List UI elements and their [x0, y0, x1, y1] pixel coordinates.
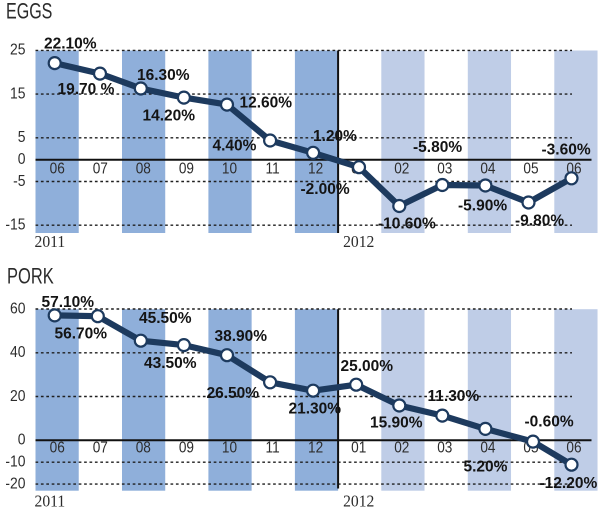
svg-text:14.20%: 14.20%: [143, 108, 196, 125]
svg-text:25: 25: [10, 41, 25, 59]
svg-text:01: 01: [351, 440, 366, 457]
svg-text:-10.60%: -10.60%: [378, 216, 436, 233]
svg-text:16.30%: 16.30%: [137, 67, 190, 84]
svg-text:-5.90%: -5.90%: [458, 198, 507, 215]
svg-text:-10: -10: [5, 453, 25, 471]
svg-text:02: 02: [394, 440, 409, 457]
svg-text:19.70 %: 19.70 %: [58, 81, 115, 98]
svg-text:56.70%: 56.70%: [55, 326, 108, 343]
svg-text:38.90%: 38.90%: [215, 328, 268, 345]
svg-text:43.50%: 43.50%: [144, 355, 197, 372]
svg-text:11: 11: [266, 161, 280, 178]
svg-text:02: 02: [394, 161, 409, 178]
svg-text:15.90%: 15.90%: [370, 415, 423, 432]
svg-text:5: 5: [18, 128, 26, 146]
svg-text:2012: 2012: [343, 231, 374, 251]
svg-text:22.10%: 22.10%: [44, 36, 97, 53]
svg-text:5.20%: 5.20%: [464, 459, 508, 476]
svg-text:26.50%: 26.50%: [207, 385, 260, 402]
svg-text:21.30%: 21.30%: [289, 401, 342, 418]
svg-text:10: 10: [222, 161, 237, 178]
svg-text:0: 0: [18, 431, 26, 449]
svg-text:12.60%: 12.60%: [240, 95, 293, 112]
svg-text:0: 0: [18, 150, 26, 168]
svg-text:45.50%: 45.50%: [139, 310, 192, 327]
svg-text:10: 10: [222, 440, 237, 457]
svg-text:09: 09: [179, 440, 194, 457]
svg-text:20: 20: [10, 387, 25, 405]
svg-text:-0.60%: -0.60%: [525, 414, 574, 431]
svg-text:12: 12: [308, 161, 323, 178]
svg-text:04: 04: [480, 440, 495, 457]
svg-text:-9.80%: -9.80%: [515, 213, 564, 230]
svg-text:PORK: PORK: [7, 264, 54, 289]
svg-text:07: 07: [93, 440, 108, 457]
svg-text:-20: -20: [5, 475, 25, 493]
svg-text:EGGS: EGGS: [6, 0, 52, 24]
svg-text:2011: 2011: [35, 231, 66, 251]
svg-text:60: 60: [10, 299, 25, 317]
svg-text:40: 40: [10, 343, 25, 361]
svg-text:06: 06: [50, 440, 65, 457]
svg-text:-12.20%: -12.20%: [540, 475, 598, 492]
svg-text:-5: -5: [13, 172, 25, 190]
svg-text:08: 08: [136, 161, 151, 178]
svg-text:-3.60%: -3.60%: [542, 141, 591, 158]
svg-text:4.40%: 4.40%: [213, 138, 257, 155]
svg-text:12: 12: [308, 440, 323, 457]
svg-text:-15: -15: [5, 216, 25, 234]
svg-text:1.20%: 1.20%: [313, 128, 357, 145]
svg-text:08: 08: [136, 440, 151, 457]
svg-text:06: 06: [566, 440, 581, 457]
svg-text:03: 03: [437, 161, 452, 178]
svg-text:2011: 2011: [35, 491, 66, 511]
svg-text:-5.80%: -5.80%: [413, 139, 462, 156]
svg-text:15: 15: [10, 85, 25, 103]
svg-text:57.10%: 57.10%: [42, 294, 95, 311]
svg-text:06: 06: [50, 161, 65, 178]
svg-text:-2.00%: -2.00%: [301, 181, 350, 198]
svg-text:11.30%: 11.30%: [428, 388, 480, 405]
svg-text:05: 05: [523, 161, 538, 178]
svg-text:03: 03: [437, 440, 452, 457]
svg-text:07: 07: [93, 161, 108, 178]
svg-text:11: 11: [266, 440, 280, 457]
svg-text:04: 04: [480, 161, 495, 178]
svg-text:09: 09: [179, 161, 194, 178]
svg-text:25.00%: 25.00%: [341, 358, 394, 375]
svg-text:2012: 2012: [343, 491, 374, 511]
